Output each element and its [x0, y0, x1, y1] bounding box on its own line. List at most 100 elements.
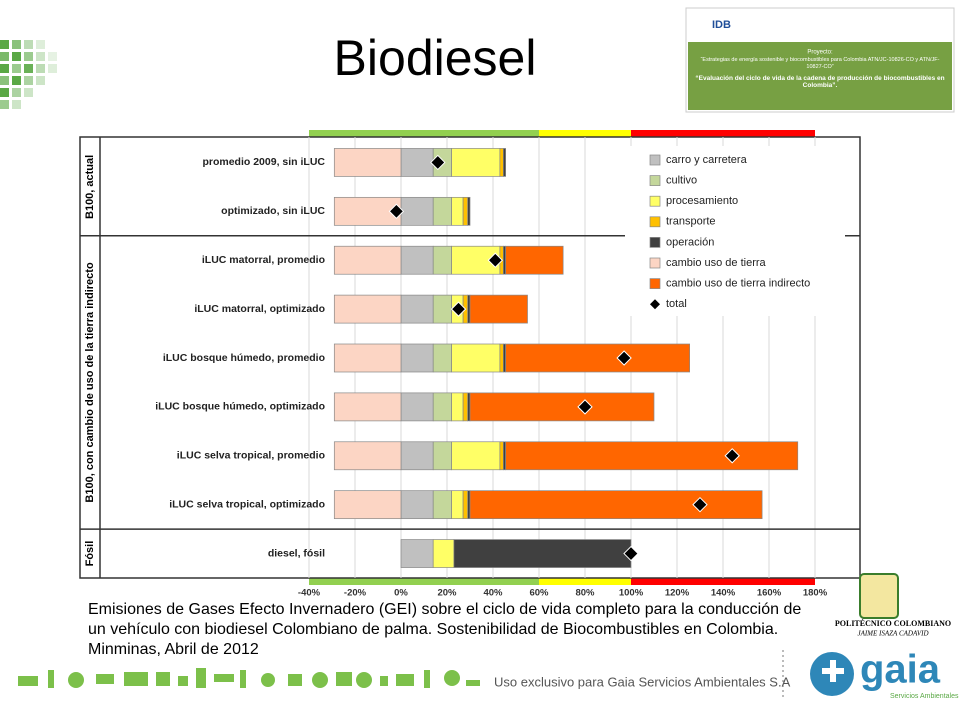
zone-bottom — [309, 578, 539, 585]
bar-segment — [505, 343, 690, 373]
total-marker — [487, 252, 504, 268]
bar-segment — [451, 441, 501, 471]
bar-segment — [333, 343, 402, 373]
zone-top — [539, 130, 631, 137]
x-tick-label: 160% — [757, 588, 782, 599]
bar-segment — [451, 343, 501, 373]
x-tick-label: 60% — [529, 588, 549, 599]
caption-box: Emisiones de Gases Efecto Invernadero (G… — [88, 601, 802, 658]
bar-segment — [432, 196, 452, 226]
category-label: iLUC selva tropical, optimizado — [169, 498, 325, 510]
total-marker — [450, 301, 467, 317]
category-label: iLUC bosque húmedo, promedio — [163, 352, 325, 364]
total-marker — [577, 399, 593, 415]
x-tick-label: 20% — [437, 588, 457, 599]
bar-segment — [469, 294, 528, 324]
zone-bottom — [539, 578, 631, 585]
bar-segment — [451, 148, 501, 177]
bar-segment — [499, 441, 504, 471]
project-text: “Estrategias de energía sostenible y bio… — [695, 57, 945, 89]
legend-swatch — [649, 257, 661, 269]
bar-segment — [400, 490, 434, 520]
bar-segment — [432, 245, 452, 275]
category-label: iLUC bosque húmedo, optimizado — [155, 401, 325, 413]
bar-segment — [451, 490, 464, 520]
total-marker — [692, 496, 708, 513]
poli-sub: JAIME ISAZA CADAVID — [857, 630, 928, 638]
bar-segment — [333, 392, 402, 422]
legend-swatch — [649, 237, 661, 248]
total-marker — [623, 545, 639, 562]
zone-bottom — [631, 578, 815, 585]
category-label: iLUC matorral, optimizado — [194, 303, 325, 315]
bar-segment — [462, 392, 469, 422]
gaia-sub: Servicios Ambientales — [890, 693, 959, 700]
total-marker — [616, 350, 632, 366]
bar-segment — [400, 245, 434, 275]
project-line2: “Evaluación del ciclo de vida de la cade… — [695, 75, 945, 89]
x-tick-label: 0% — [394, 588, 408, 599]
legend-marker — [650, 299, 660, 310]
legend-label: cultivo — [666, 175, 697, 187]
bar-segment — [400, 148, 434, 177]
category-label: diesel, fósil — [268, 547, 325, 559]
zone-top — [309, 130, 539, 137]
legend-label: operación — [666, 236, 714, 248]
legend-label: cambio uso de tierra — [666, 257, 767, 269]
bar-segment — [333, 148, 402, 177]
bar-segment — [400, 392, 434, 422]
footer-icons — [18, 668, 480, 688]
legend-box — [625, 146, 845, 316]
bar-segment — [400, 196, 434, 226]
project-heading: Proyecto: — [807, 50, 833, 56]
group-label: B100, con cambio de uso de la tierra ind… — [84, 262, 96, 503]
legend-swatch — [649, 175, 661, 186]
legend-label: procesamiento — [666, 195, 738, 207]
bar-segment — [499, 148, 504, 177]
plot-frame — [79, 136, 861, 579]
bar-segment — [432, 539, 455, 568]
bar-segment — [451, 196, 464, 226]
x-tick-label: -20% — [344, 588, 367, 599]
total-marker — [430, 154, 446, 171]
bar-segment — [499, 343, 504, 373]
legend-label: carro y carretera — [666, 154, 748, 166]
group-label: B100, actual — [84, 155, 96, 219]
legend-label: total — [666, 298, 687, 310]
caption: Emisiones de Gases Efecto Invernadero (G… — [88, 601, 802, 658]
bar-segment — [432, 343, 452, 373]
category-label: optimizado, sin iLUC — [221, 205, 325, 217]
bar-segment — [432, 441, 452, 471]
chart: -40% -20% 0% 20% 40% 60% 80% 100% 120% 140% 160% 18… — [79, 130, 861, 599]
x-tick-label: 140% — [711, 588, 736, 599]
bar-segment — [432, 392, 452, 422]
category-label: promedio 2009, sin iLUC — [202, 156, 325, 168]
group-label: Fósil — [84, 541, 96, 567]
x-tick-label: 40% — [483, 588, 503, 599]
x-tick-label: 180% — [803, 588, 828, 599]
x-tick-label: 120% — [665, 588, 690, 599]
bar-segment — [505, 245, 564, 275]
bar-segment — [333, 490, 402, 520]
bar-segment — [400, 343, 434, 373]
gaia-name: gaia — [860, 648, 941, 692]
project-line1: “Estrategias de energía sostenible y bio… — [700, 57, 940, 70]
category-label: iLUC matorral, promedio — [202, 254, 325, 266]
bar-segment — [333, 441, 402, 471]
bar-segment — [432, 490, 452, 520]
zone-top — [631, 130, 815, 137]
poli-logo: POLITÉCNICO COLOMBIANO JAIME ISAZA CADAV… — [835, 573, 951, 638]
category-label: iLUC selva tropical, promedio — [177, 450, 325, 462]
bar-segment — [432, 294, 452, 324]
bar-segment — [503, 148, 507, 177]
x-tick-label: -40% — [298, 588, 321, 599]
bar-segment — [400, 294, 434, 324]
bar-segment — [505, 441, 799, 471]
project-box: IDB Proyecto: “Estrategias de energía so… — [685, 7, 955, 113]
legend-label: transporte — [666, 216, 716, 228]
legend-label: cambio uso de tierra indirecto — [666, 278, 810, 290]
gaia-logo: gaia Servicios Ambientales — [810, 648, 959, 700]
total-marker — [388, 203, 405, 220]
bar-segment — [462, 490, 469, 520]
